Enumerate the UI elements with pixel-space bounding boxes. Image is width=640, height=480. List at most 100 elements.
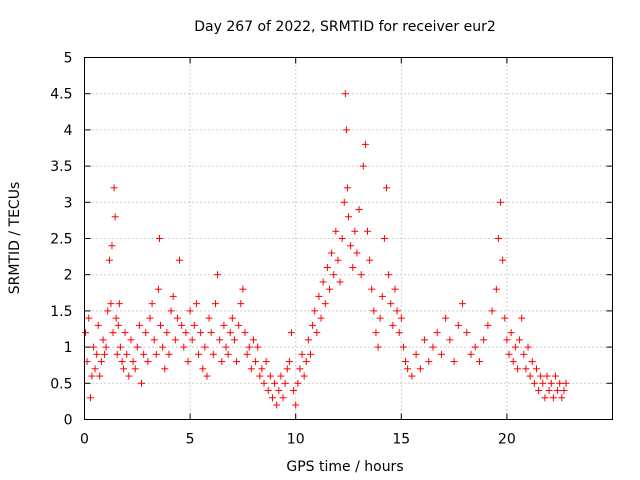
data-point bbox=[499, 256, 507, 264]
data-point bbox=[114, 321, 122, 329]
data-point bbox=[391, 285, 399, 293]
data-point bbox=[509, 358, 517, 366]
data-point bbox=[370, 307, 378, 315]
data-point bbox=[211, 300, 219, 308]
y-tick-label: 3.5 bbox=[50, 159, 72, 175]
data-point bbox=[368, 285, 376, 293]
data-point bbox=[222, 343, 230, 351]
data-point bbox=[397, 314, 405, 322]
data-point bbox=[154, 285, 162, 293]
data-point bbox=[131, 365, 139, 373]
data-point bbox=[530, 379, 538, 387]
data-points bbox=[82, 90, 570, 409]
data-point bbox=[109, 329, 117, 337]
data-point bbox=[463, 329, 471, 337]
data-point bbox=[108, 242, 116, 250]
data-point bbox=[111, 213, 119, 221]
x-tick-label: 20 bbox=[498, 432, 516, 448]
data-point bbox=[292, 401, 300, 409]
data-point bbox=[524, 343, 532, 351]
data-point bbox=[118, 358, 126, 366]
data-point bbox=[241, 329, 249, 337]
data-point bbox=[144, 358, 152, 366]
data-point bbox=[216, 336, 224, 344]
data-point bbox=[526, 372, 534, 380]
data-point bbox=[245, 343, 253, 351]
y-axis-label: SRMTID / TECUs bbox=[7, 182, 23, 295]
data-point bbox=[91, 365, 99, 373]
data-point bbox=[309, 321, 317, 329]
data-point bbox=[182, 329, 190, 337]
data-point bbox=[135, 321, 143, 329]
data-point bbox=[186, 307, 194, 315]
data-point bbox=[516, 336, 524, 344]
data-point bbox=[224, 350, 232, 358]
data-point bbox=[86, 394, 94, 402]
data-point bbox=[543, 372, 551, 380]
data-point bbox=[319, 278, 327, 286]
data-point bbox=[503, 336, 511, 344]
data-point bbox=[545, 387, 553, 395]
data-point bbox=[157, 321, 165, 329]
data-point bbox=[107, 300, 115, 308]
data-point bbox=[549, 394, 557, 402]
data-point bbox=[176, 256, 184, 264]
data-point bbox=[256, 372, 264, 380]
data-point bbox=[146, 314, 154, 322]
data-point bbox=[399, 343, 407, 351]
data-point bbox=[376, 314, 384, 322]
data-point bbox=[152, 350, 160, 358]
data-point bbox=[511, 343, 519, 351]
data-point bbox=[184, 358, 192, 366]
data-point bbox=[471, 343, 479, 351]
data-point bbox=[180, 343, 188, 351]
y-tick-label: 1.5 bbox=[50, 304, 72, 320]
y-tick-label: 3 bbox=[64, 195, 73, 211]
y-tick-label: 0.5 bbox=[50, 376, 72, 392]
data-point bbox=[209, 350, 217, 358]
data-point bbox=[505, 350, 513, 358]
chart-title: Day 267 of 2022, SRMTID for receiver eur… bbox=[194, 19, 496, 35]
data-point bbox=[294, 379, 302, 387]
data-point bbox=[159, 343, 167, 351]
data-point bbox=[357, 271, 365, 279]
data-point bbox=[203, 372, 211, 380]
data-point bbox=[558, 394, 566, 402]
data-point bbox=[342, 126, 350, 134]
data-point bbox=[528, 358, 536, 366]
data-point bbox=[165, 350, 173, 358]
data-point bbox=[385, 271, 393, 279]
data-point bbox=[353, 249, 361, 257]
data-point bbox=[425, 358, 433, 366]
data-point bbox=[547, 379, 555, 387]
data-point bbox=[296, 365, 304, 373]
data-point bbox=[102, 343, 110, 351]
data-point bbox=[82, 329, 90, 337]
data-point bbox=[93, 350, 101, 358]
data-point bbox=[283, 365, 291, 373]
data-point bbox=[484, 321, 492, 329]
axis-ticks bbox=[84, 57, 613, 420]
data-point bbox=[171, 336, 179, 344]
x-tick-label: 10 bbox=[287, 432, 305, 448]
data-point bbox=[355, 206, 363, 214]
data-point bbox=[554, 387, 562, 395]
x-tick-labels: 0 5 10 15 20 bbox=[80, 432, 516, 448]
data-point bbox=[313, 329, 321, 337]
data-point bbox=[228, 314, 236, 322]
data-point bbox=[85, 314, 93, 322]
data-point bbox=[332, 227, 340, 235]
data-point bbox=[341, 90, 349, 98]
data-point bbox=[97, 358, 105, 366]
data-point bbox=[364, 227, 372, 235]
data-point bbox=[237, 300, 245, 308]
data-point bbox=[266, 372, 274, 380]
data-point bbox=[334, 256, 342, 264]
y-tick-label: 2 bbox=[64, 268, 73, 284]
data-point bbox=[380, 235, 388, 242]
data-point bbox=[233, 358, 241, 366]
data-point bbox=[442, 314, 450, 322]
data-point bbox=[556, 379, 564, 387]
data-point bbox=[488, 307, 496, 315]
